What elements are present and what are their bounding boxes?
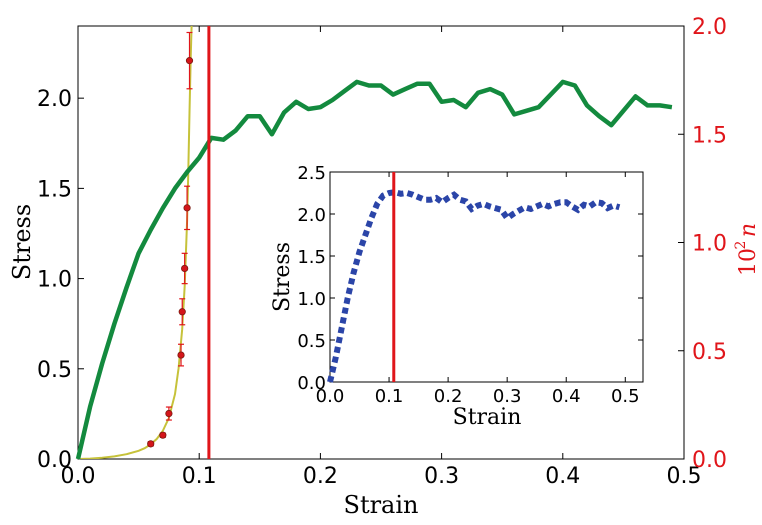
main-x-tick-label: 0.2 <box>303 464 338 489</box>
density-point <box>183 204 191 212</box>
inset-y-tick-label: 1.0 <box>297 289 326 310</box>
main-x-axis-label: Strain <box>344 491 419 519</box>
main-x-tick-label: 0.0 <box>61 464 96 489</box>
y2-label-variable: n <box>736 223 761 237</box>
main-y-axis-label: Stress <box>8 204 36 280</box>
main-y-tick-label: 1.5 <box>37 177 72 202</box>
density-points-group <box>147 31 194 448</box>
main-y-ticks: 0.0 0.5 1.0 1.5 2.0 <box>37 87 84 473</box>
main-y2-axis-label: 10 2 n <box>733 223 761 276</box>
inset-x-tick-label: 0.5 <box>611 386 640 407</box>
inset-x-tick-label: 0.4 <box>552 386 581 407</box>
main-x-tick-label: 0.5 <box>667 464 702 489</box>
inset-y-tick-label: 2.5 <box>297 163 326 184</box>
y2-label-exponent: 2 <box>733 241 749 250</box>
main-y-tick-label: 2.0 <box>37 87 72 112</box>
stress-line-group <box>75 79 673 460</box>
inset-y-tick-label: 1.5 <box>297 247 326 268</box>
inset-x-tick-label: 0.3 <box>493 386 522 407</box>
main-y2-tick-label: 1.0 <box>692 232 727 257</box>
density-point <box>178 308 186 316</box>
inset-y-axis-label: Stress <box>270 242 295 312</box>
inset-plot-frame <box>329 171 644 383</box>
inset-x-axis-label: Strain <box>453 405 522 430</box>
density-point <box>147 440 155 448</box>
inset-y-ticks: 0.0 0.5 1.0 1.5 2.0 2.5 <box>297 163 643 394</box>
stress-line <box>75 79 673 460</box>
inset-x-tick-label: 0.0 <box>316 386 345 407</box>
inset-x-tick-label: 0.2 <box>434 386 463 407</box>
inset-y-tick-label: 2.0 <box>297 205 326 226</box>
density-point <box>185 57 194 65</box>
main-y-tick-label: 0.0 <box>37 448 72 473</box>
main-y2-tick-label: 0.5 <box>692 340 727 365</box>
main-x-tick-label: 0.4 <box>545 464 580 489</box>
main-x-tick-label: 0.3 <box>424 464 459 489</box>
main-y2-tick-label: 2.0 <box>692 15 727 40</box>
main-y-tick-label: 0.5 <box>37 358 72 383</box>
main-y-tick-label: 1.0 <box>37 268 72 293</box>
main-x-ticks: 0.0 0.1 0.2 0.3 0.4 0.5 <box>61 26 702 489</box>
inset-y-tick-label: 0.5 <box>297 331 326 352</box>
y2-label-base: 10 <box>736 248 761 276</box>
main-y2-tick-label: 1.5 <box>692 123 727 148</box>
density-point <box>181 264 189 273</box>
density-point <box>159 431 167 439</box>
main-y2-ticks: 0.0 0.5 1.0 1.5 2.0 <box>678 15 727 473</box>
main-y2-tick-label: 0.0 <box>692 448 727 473</box>
main-axes: 0.0 0.1 0.2 0.3 0.4 0.5 0.00.51.01.52.0 0.00.… <box>8 15 761 519</box>
density-point <box>177 351 185 359</box>
density-point <box>165 409 173 418</box>
inset-y-tick-label: 0.0 <box>297 373 326 394</box>
main-x-tick-label: 0.1 <box>182 464 217 489</box>
inset-axes: 0.0 0.1 0.2 0.3 0.4 0.5 0.0 0.5 1.0 1.5 2.0 2.5 St… <box>270 163 644 430</box>
inset-x-tick-label: 0.1 <box>375 386 404 407</box>
